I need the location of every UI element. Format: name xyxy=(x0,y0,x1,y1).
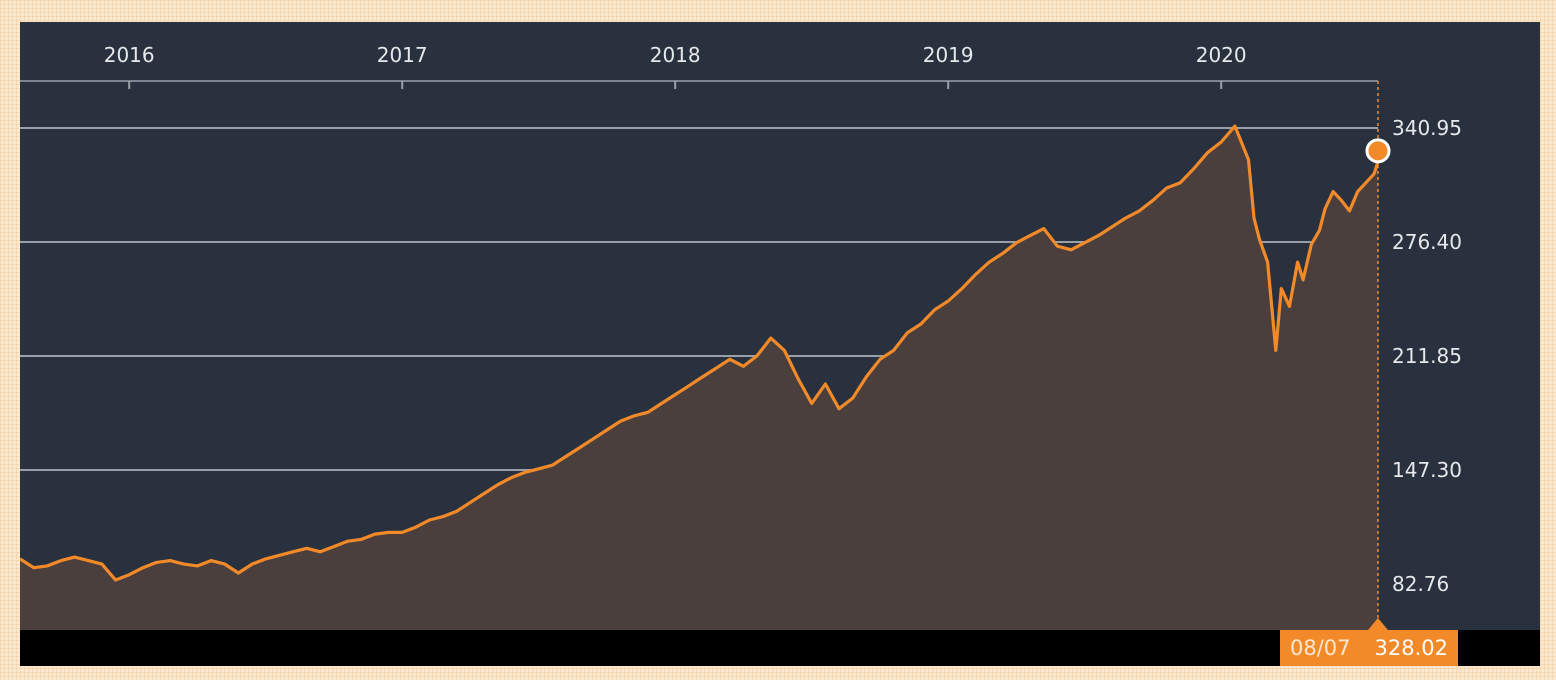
current-point xyxy=(1365,138,1391,164)
y-tick-label: 276.40 xyxy=(1392,230,1462,254)
y-tick-label: 211.85 xyxy=(1392,344,1462,368)
badge-pointer xyxy=(1368,618,1388,630)
price-chart: 2016 2017 2018 2019 2020 82.76 147.30 211.85 27… xyxy=(20,43,1462,630)
line-layer xyxy=(20,124,1380,582)
series-area xyxy=(20,126,1378,630)
current-value: 328.02 xyxy=(1374,636,1449,660)
marker-layer xyxy=(1365,81,1391,630)
year-label: 2020 xyxy=(1196,43,1247,67)
current-value-badge: 08/07 328.02 xyxy=(1280,630,1459,666)
y-tick-label: 340.95 xyxy=(1392,116,1462,140)
chart-frame: 2016 2017 2018 2019 2020 82.76 147.30 211.85 27… xyxy=(20,22,1540,666)
year-label: 2017 xyxy=(377,43,428,67)
y-axis: 82.76 147.30 211.85 276.40 340.95 xyxy=(1392,116,1462,596)
x-axis: 2016 2017 2018 2019 2020 xyxy=(20,43,1378,89)
y-tick-label: 82.76 xyxy=(1392,572,1449,596)
series-line xyxy=(20,124,1380,582)
year-label: 2018 xyxy=(650,43,701,67)
year-label: 2016 xyxy=(104,43,155,67)
y-tick-label: 147.30 xyxy=(1392,458,1462,482)
current-date: 08/07 xyxy=(1290,636,1351,660)
year-label: 2019 xyxy=(923,43,974,67)
area-layer xyxy=(20,126,1378,630)
